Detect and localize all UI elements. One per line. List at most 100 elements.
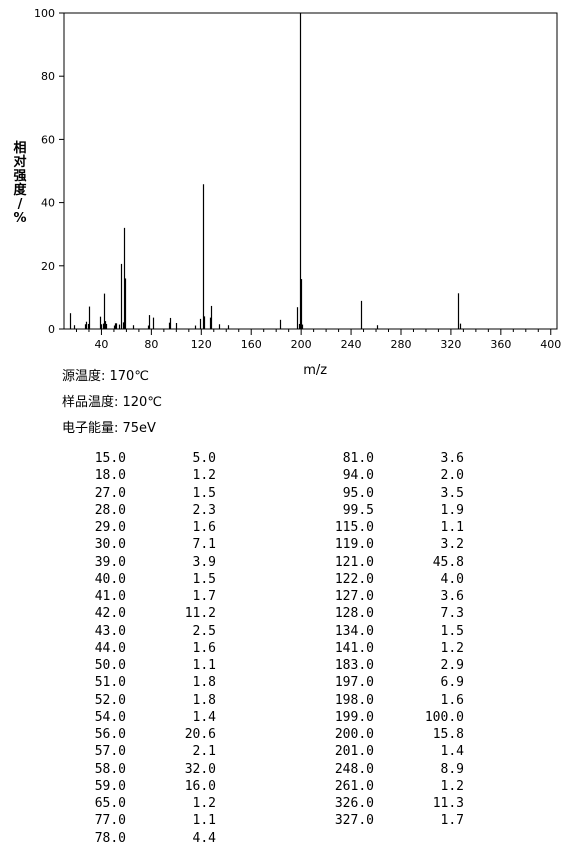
mz-cell: 141.0: [334, 640, 374, 656]
intensity-cell: 1.1: [192, 813, 216, 829]
table-row: 39.0 3.9: [60, 554, 216, 571]
axes-layer: [63, 12, 558, 330]
table-row: 27.0 1.5: [60, 485, 216, 502]
table-row: 99.5 1.9: [308, 502, 464, 519]
mz-cell: 29.0: [94, 520, 126, 535]
mz-cell: 99.5: [342, 502, 374, 518]
table-row: 134.0 1.5: [308, 623, 464, 640]
electron-energy: 电子能量: 75eV: [62, 421, 156, 436]
x-tick-label: 200: [291, 338, 312, 351]
table-row: 197.0 6.9: [308, 674, 464, 691]
peak-table-right: 81.0 3.6 94.0 2.0 95.0 3.5 99.5 1.9 115.0 1.1 119.…: [308, 450, 464, 830]
table-row: 326.0 11.3: [308, 795, 464, 812]
table-row: 95.0 3.5: [308, 485, 464, 502]
x-tick-label: 360: [490, 338, 511, 351]
source-temperature: 源温度: 170℃: [62, 369, 149, 384]
mz-cell: 52.0: [94, 692, 126, 708]
intensity-cell: 4.4: [192, 830, 216, 846]
y-tick-label: 20: [41, 260, 55, 273]
table-row: 78.0 4.4: [60, 830, 216, 847]
intensity-cell: 2.1: [192, 744, 216, 760]
x-axis-label: m/z: [303, 363, 327, 378]
table-row: 40.0 1.5: [60, 571, 216, 588]
mz-cell: 58.0: [94, 761, 126, 777]
peak-table-left: 15.0 5.0 18.0 1.2 27.0 1.5 28.0 2.3 29.0 1.6 30.0 7…: [60, 450, 216, 847]
mz-cell: 128.0: [334, 606, 374, 622]
table-row: 30.0 7.1: [60, 536, 216, 553]
mz-cell: 28.0: [94, 502, 126, 518]
intensity-cell: 1.1: [192, 658, 216, 673]
x-tick-label: 160: [241, 338, 262, 351]
table-row: 141.0 1.2: [308, 640, 464, 657]
intensity-cell: 1.8: [192, 692, 216, 708]
intensity-cell: 2.5: [192, 623, 216, 639]
x-tick-label: 80: [144, 338, 158, 351]
y-axis-label-char: /: [18, 197, 23, 212]
mz-cell: 54.0: [94, 709, 126, 725]
intensity-cell: 7.1: [192, 537, 216, 553]
intensity-cell: 45.8: [432, 554, 464, 570]
mz-cell: 15.0: [94, 451, 126, 466]
mz-cell: 248.0: [334, 761, 374, 777]
intensity-cell: 32.0: [184, 761, 216, 777]
mz-cell: 78.0: [94, 830, 126, 846]
mz-cell: 326.0: [334, 796, 374, 811]
intensity-cell: 1.8: [192, 675, 216, 691]
table-row: 119.0 3.2: [308, 536, 464, 553]
mz-cell: 127.0: [334, 589, 374, 604]
x-tick-label: 40: [94, 338, 108, 351]
table-row: 18.0 1.2: [60, 467, 216, 484]
x-tick-label: 240: [341, 338, 362, 351]
mz-cell: 59.0: [94, 778, 126, 794]
intensity-cell: 11.2: [184, 606, 216, 622]
intensity-cell: 1.7: [192, 589, 216, 604]
intensity-cell: 4.0: [440, 571, 464, 587]
mz-cell: 81.0: [342, 451, 374, 466]
intensity-cell: 1.4: [440, 744, 464, 760]
mz-cell: 39.0: [94, 554, 126, 570]
table-row: 327.0 1.7: [308, 812, 464, 829]
mz-cell: 201.0: [334, 744, 374, 760]
mz-cell: 50.0: [94, 658, 126, 673]
mz-cell: 197.0: [334, 675, 374, 691]
table-row: 94.0 2.0: [308, 467, 464, 484]
intensity-cell: 1.6: [192, 640, 216, 656]
table-row: 65.0 1.2: [60, 795, 216, 812]
table-row: 43.0 2.5: [60, 623, 216, 640]
mz-cell: 327.0: [334, 813, 374, 829]
intensity-cell: 16.0: [184, 778, 216, 794]
table-row: 28.0 2.3: [60, 502, 216, 519]
mz-cell: 77.0: [94, 813, 126, 829]
mz-cell: 95.0: [342, 485, 374, 501]
mz-cell: 122.0: [334, 571, 374, 587]
table-row: 15.0 5.0: [60, 450, 216, 467]
mz-cell: 121.0: [334, 554, 374, 570]
intensity-cell: 1.4: [192, 709, 216, 725]
y-tick-label: 40: [41, 197, 55, 210]
mz-cell: 40.0: [94, 571, 126, 587]
y-axis-label-char: 强: [13, 169, 26, 184]
intensity-cell: 1.1: [440, 520, 464, 535]
intensity-cell: 1.2: [192, 468, 216, 484]
table-row: 50.0 1.1: [60, 657, 216, 674]
table-row: 248.0 8.9: [308, 761, 464, 778]
intensity-cell: 1.2: [440, 640, 464, 656]
mz-cell: 43.0: [94, 623, 126, 639]
intensity-cell: 2.0: [440, 468, 464, 484]
table-row: 29.0 1.6: [60, 519, 216, 536]
x-tick-label: 280: [390, 338, 411, 351]
intensity-cell: 3.9: [192, 554, 216, 570]
mz-cell: 119.0: [334, 537, 374, 553]
intensity-cell: 20.6: [184, 727, 216, 742]
intensity-cell: 1.5: [192, 571, 216, 587]
mz-cell: 57.0: [94, 744, 126, 760]
intensity-cell: 1.7: [440, 813, 464, 829]
plot-frame: [63, 12, 558, 330]
mz-cell: 134.0: [334, 623, 374, 639]
mz-cell: 27.0: [94, 485, 126, 501]
intensity-cell: 15.8: [432, 727, 464, 742]
intensity-cell: 2.9: [440, 658, 464, 673]
table-row: 77.0 1.1: [60, 812, 216, 829]
